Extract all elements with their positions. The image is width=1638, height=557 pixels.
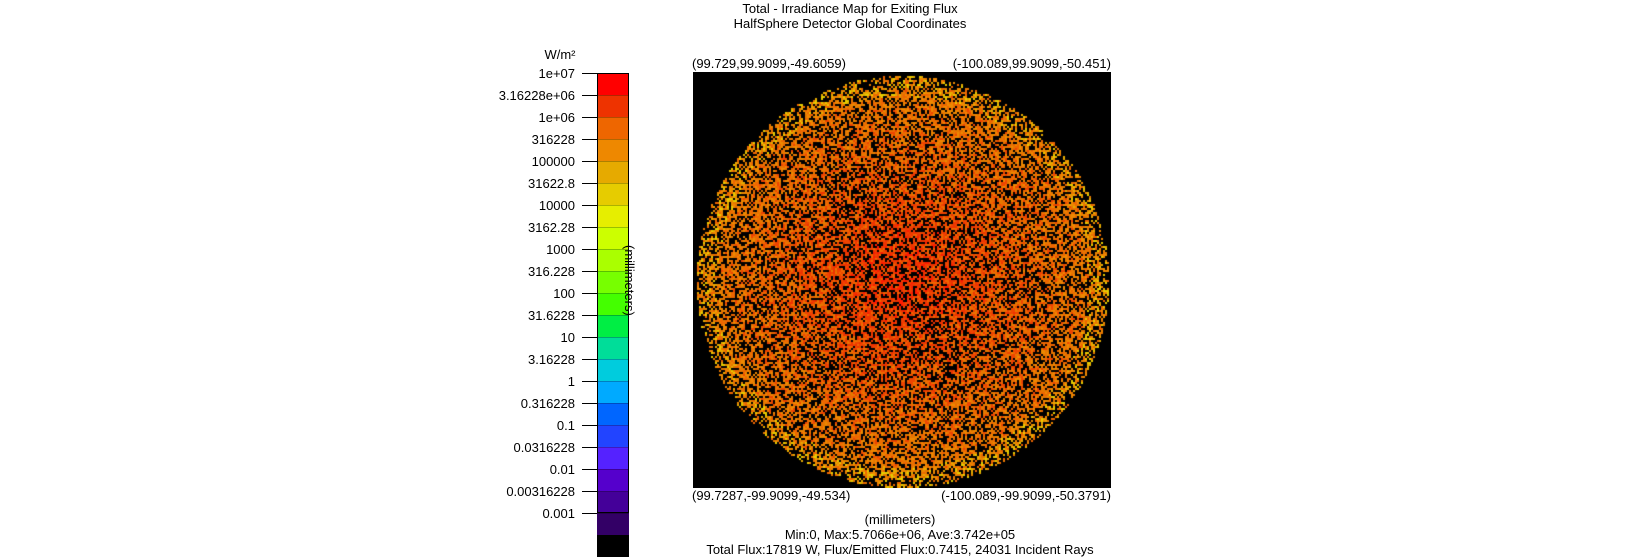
corner-label-top-right: (-100.089,99.9099,-50.451) <box>952 56 1111 71</box>
colorbar-segment <box>597 535 629 557</box>
flux-summary: Total Flux:17819 W, Flux/Emitted Flux:0.… <box>706 542 1094 557</box>
colorbar-tick-mark <box>582 205 597 206</box>
corner-label-top-left: (99.729,99.9099,-49.6059) <box>692 56 846 71</box>
colorbar-tick-label: 10 <box>560 330 575 345</box>
colorbar-tick-mark <box>582 337 597 338</box>
colorbar-tick-label: 100000 <box>531 154 575 169</box>
colorbar-tick-label: 0.01 <box>549 462 575 477</box>
colorbar-segment <box>597 447 629 469</box>
colorbar-tick-label: 316.228 <box>528 264 575 279</box>
colorbar-segment <box>597 205 629 227</box>
colorbar-segment <box>597 359 629 381</box>
colorbar-tick-label: 0.316228 <box>520 396 575 411</box>
colorbar-segment <box>597 491 629 513</box>
colorbar-tick-mark <box>582 403 597 404</box>
irradiance-map <box>693 72 1111 488</box>
colorbar-tick-mark <box>582 447 597 448</box>
x-axis-label: (millimeters) <box>864 512 936 527</box>
colorbar-segment <box>597 337 629 359</box>
colorbar-tick-label: 3.16228 <box>528 352 575 367</box>
colorbar-tick-mark <box>582 227 597 228</box>
colorbar-tick-label: 316228 <box>531 132 575 147</box>
colorbar-tick-label: 100 <box>553 286 575 301</box>
colorbar-tick-mark <box>582 381 597 382</box>
colorbar-segment <box>597 95 629 117</box>
colorbar-tick-label: 31.6228 <box>528 308 575 323</box>
colorbar-segment <box>597 161 629 183</box>
colorbar-segment <box>597 117 629 139</box>
colorbar-tick-mark <box>582 73 597 74</box>
colorbar-segment <box>597 403 629 425</box>
colorbar-tick-label: 0.1 <box>556 418 575 433</box>
chart-subtitle: HalfSphere Detector Global Coordinates <box>733 16 967 31</box>
colorbar-tick-mark <box>582 271 597 272</box>
colorbar-tick-label: 31622.8 <box>528 176 575 191</box>
colorbar-segment <box>597 293 629 315</box>
colorbar-tick-mark <box>582 249 597 250</box>
colorbar-segment <box>597 513 629 535</box>
colorbar-tick-label: 0.0316228 <box>513 440 575 455</box>
colorbar-tick-label: 1e+07 <box>538 66 575 81</box>
colorbar-tick-label: 3.16228e+06 <box>498 88 575 103</box>
corner-label-bottom-right: (-100.089,-99.9099,-50.3791) <box>941 488 1111 503</box>
colorbar-segment <box>597 271 629 293</box>
colorbar-tick-label: 1 <box>567 374 575 389</box>
colorbar-tick-mark <box>582 315 597 316</box>
colorbar-tick-label: 0.00316228 <box>506 484 575 499</box>
colorbar-segment <box>597 183 629 205</box>
colorbar-units-label: W/m² <box>544 47 576 62</box>
colorbar-segment <box>597 249 629 271</box>
colorbar-tick-mark <box>582 469 597 470</box>
colorbar-tick-mark <box>582 95 597 96</box>
colorbar-tick-mark <box>582 293 597 294</box>
colorbar-tick-label: 3162.28 <box>528 220 575 235</box>
colorbar-segment <box>597 227 629 249</box>
colorbar-tick-label: 1e+06 <box>538 110 575 125</box>
colorbar-tick-mark <box>582 513 597 514</box>
colorbar-tick-mark <box>582 359 597 360</box>
colorbar-segment <box>597 139 629 161</box>
colorbar-segment <box>597 381 629 403</box>
colorbar-tick-mark <box>582 117 597 118</box>
colorbar-tick-mark <box>582 139 597 140</box>
colorbar-tick-mark <box>582 491 597 492</box>
stats-line: Min:0, Max:5.7066e+06, Ave:3.742e+05 <box>784 527 1016 542</box>
y-axis-label: (millimeters) <box>622 245 637 316</box>
colorbar-segment <box>597 425 629 447</box>
colorbar-segment <box>597 315 629 337</box>
corner-label-bottom-left: (99.7287,-99.9099,-49.534) <box>692 488 851 503</box>
colorbar-tick-mark <box>582 425 597 426</box>
colorbar-tick-label: 10000 <box>538 198 575 213</box>
colorbar-tick-mark <box>582 161 597 162</box>
colorbar-tick-mark <box>582 183 597 184</box>
colorbar-tick-label: 0.001 <box>542 506 575 521</box>
chart-title: Total - Irradiance Map for Exiting Flux <box>742 1 958 16</box>
colorbar-tick-label: 1000 <box>546 242 575 257</box>
colorbar-segment <box>597 469 629 491</box>
colorbar-segment <box>597 73 629 95</box>
